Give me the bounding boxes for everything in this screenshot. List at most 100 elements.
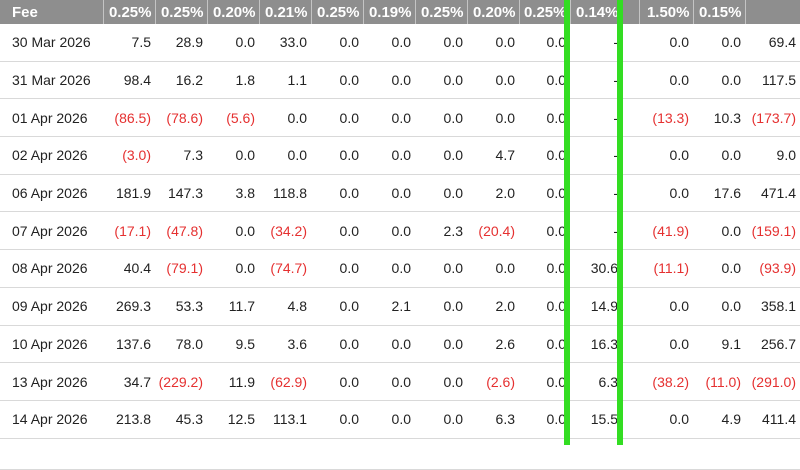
value-cell: 358.1 bbox=[745, 287, 800, 326]
value-cell: - bbox=[570, 24, 622, 62]
value-cell bbox=[745, 438, 800, 470]
column-header[interactable]: 0.20% bbox=[207, 0, 260, 24]
column-header[interactable]: 0.19% bbox=[363, 0, 416, 24]
value-cell: 30.6 bbox=[570, 249, 622, 288]
value-cell bbox=[622, 400, 639, 439]
value-cell: 0.0 bbox=[519, 98, 570, 138]
value-cell: 78.0 bbox=[155, 325, 207, 364]
value-cell: 0.0 bbox=[311, 325, 363, 364]
value-cell: 0.0 bbox=[519, 211, 570, 251]
value-cell: (20.4) bbox=[467, 211, 519, 251]
column-header[interactable]: 0.14% bbox=[570, 0, 623, 24]
value-cell: 0.0 bbox=[639, 61, 693, 100]
value-cell: 3.8 bbox=[207, 174, 259, 213]
value-cell: 0.0 bbox=[207, 249, 259, 288]
column-header[interactable]: 0.25% bbox=[311, 0, 364, 24]
value-cell: 0.0 bbox=[415, 287, 467, 326]
value-cell: 471.4 bbox=[745, 174, 800, 213]
value-cell: (34.2) bbox=[259, 211, 311, 251]
value-cell: 0.0 bbox=[415, 362, 467, 401]
value-cell: 7.3 bbox=[155, 136, 207, 175]
table-row: 02 Apr 2026 (3.0) 7.3 0.0 0.0 0.0 0.0 0.0 4.7 0.0… bbox=[0, 136, 800, 175]
value-cell bbox=[622, 438, 639, 470]
value-cell: 0.0 bbox=[639, 400, 693, 439]
value-cell bbox=[622, 61, 639, 100]
column-header[interactable] bbox=[745, 0, 800, 24]
value-cell: 0.0 bbox=[519, 136, 570, 175]
value-cell: 6.3 bbox=[467, 400, 519, 439]
table-row: 07 Apr 2026 (17.1) (47.8) 0.0 (34.2) 0.0 0.0 2.… bbox=[0, 211, 800, 251]
value-cell: (17.1) bbox=[103, 211, 155, 251]
value-cell: - bbox=[570, 211, 622, 251]
value-cell: 181.9 bbox=[103, 174, 155, 213]
table-row: 06 Apr 2026 181.9 147.3 3.8 118.8 0.0 0.0 0.0 2.… bbox=[0, 174, 800, 213]
value-cell: 1.8 bbox=[207, 61, 259, 100]
value-cell: 0.0 bbox=[311, 174, 363, 213]
column-header[interactable]: 0.21% bbox=[259, 0, 312, 24]
value-cell: (3.0) bbox=[103, 136, 155, 175]
column-header[interactable]: 0.25% bbox=[155, 0, 208, 24]
value-cell: - bbox=[570, 61, 622, 100]
value-cell: 0.0 bbox=[639, 287, 693, 326]
value-cell: 9.1 bbox=[693, 325, 745, 364]
date-cell: 08 Apr 2026 bbox=[0, 249, 103, 288]
value-cell bbox=[622, 362, 639, 401]
column-header[interactable]: 0.15% bbox=[693, 0, 746, 24]
date-cell: 01 Apr 2026 bbox=[0, 98, 103, 138]
column-header[interactable]: 1.50% bbox=[639, 0, 694, 24]
value-cell: (5.6) bbox=[207, 98, 259, 138]
value-cell: 2.3 bbox=[415, 211, 467, 251]
value-cell: 0.0 bbox=[467, 249, 519, 288]
value-cell: 2.6 bbox=[467, 325, 519, 364]
value-cell: 0.0 bbox=[415, 174, 467, 213]
value-cell: 0.0 bbox=[519, 400, 570, 439]
column-header[interactable]: 0.25% bbox=[415, 0, 468, 24]
value-cell: 9.0 bbox=[745, 136, 800, 175]
value-cell: 0.0 bbox=[363, 98, 415, 138]
value-cell bbox=[622, 325, 639, 364]
table-row: 13 Apr 2026 34.7 (229.2) 11.9 (62.9) 0.0 0.0 0.… bbox=[0, 362, 800, 401]
value-cell: 0.0 bbox=[639, 136, 693, 175]
value-cell: 0.0 bbox=[311, 61, 363, 100]
value-cell: 0.0 bbox=[311, 98, 363, 138]
value-cell: 0.0 bbox=[415, 249, 467, 288]
value-cell bbox=[622, 98, 639, 138]
value-cell: (74.7) bbox=[259, 249, 311, 288]
value-cell: 0.0 bbox=[363, 174, 415, 213]
value-cell: 0.0 bbox=[207, 24, 259, 62]
value-cell: 0.0 bbox=[415, 400, 467, 439]
header-fee[interactable]: Fee bbox=[0, 0, 104, 24]
value-cell: 0.0 bbox=[639, 174, 693, 213]
value-cell: - bbox=[570, 98, 622, 138]
value-cell: 98.4 bbox=[103, 61, 155, 100]
value-cell: 4.7 bbox=[467, 136, 519, 175]
value-cell: - bbox=[570, 136, 622, 175]
value-cell: 0.0 bbox=[363, 325, 415, 364]
column-header[interactable]: 0.25% bbox=[519, 0, 571, 24]
value-cell: 33.0 bbox=[259, 24, 311, 62]
value-cell: 0.0 bbox=[363, 211, 415, 251]
value-cell bbox=[519, 438, 570, 470]
value-cell bbox=[103, 438, 155, 470]
table-row: 01 Apr 2026 (86.5) (78.6) (5.6) 0.0 0.0 0.0 0.0… bbox=[0, 98, 800, 138]
column-header[interactable]: 0.25% bbox=[103, 0, 156, 24]
value-cell: 11.7 bbox=[207, 287, 259, 326]
date-cell bbox=[0, 438, 103, 470]
value-cell bbox=[622, 211, 639, 251]
value-cell: (47.8) bbox=[155, 211, 207, 251]
value-cell: 117.5 bbox=[745, 61, 800, 100]
column-header[interactable]: 0.20% bbox=[467, 0, 520, 24]
value-cell: 1.1 bbox=[259, 61, 311, 100]
value-cell bbox=[622, 249, 639, 288]
value-cell bbox=[622, 287, 639, 326]
value-cell: 12.5 bbox=[207, 400, 259, 439]
date-cell: 09 Apr 2026 bbox=[0, 287, 103, 326]
value-cell: 17.6 bbox=[693, 174, 745, 213]
value-cell: 0.0 bbox=[639, 24, 693, 62]
value-cell bbox=[363, 438, 415, 470]
value-cell: 7.5 bbox=[103, 24, 155, 62]
value-cell: (173.7) bbox=[745, 98, 800, 138]
column-header[interactable] bbox=[622, 0, 640, 24]
value-cell: 15.5 bbox=[570, 400, 622, 439]
